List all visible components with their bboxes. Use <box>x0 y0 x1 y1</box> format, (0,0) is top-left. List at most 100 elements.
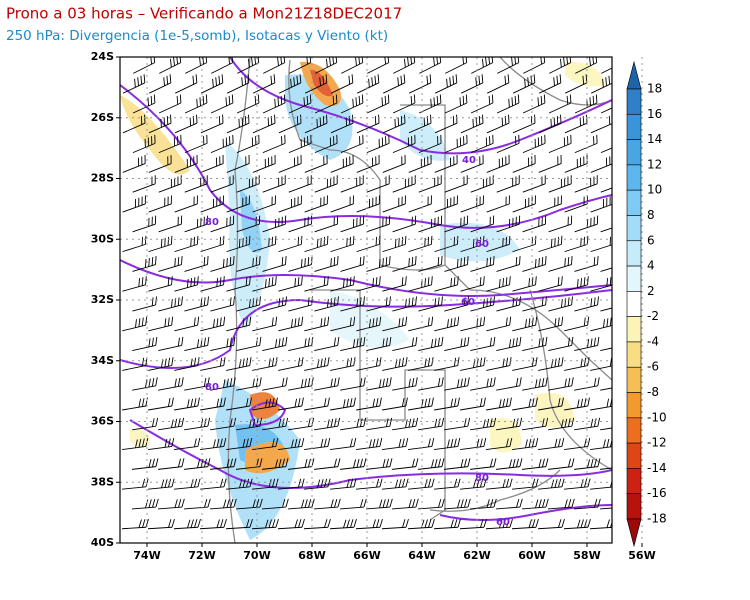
barb-flag <box>437 136 439 145</box>
barb <box>548 417 575 431</box>
barb-flag <box>466 134 468 144</box>
barb-flag <box>489 257 492 266</box>
barb-flag <box>170 195 172 204</box>
barb-shaft <box>434 324 458 332</box>
barb-flag <box>535 276 537 285</box>
barb-flag <box>359 136 361 145</box>
barb-shaft <box>486 82 510 94</box>
barb-flag <box>619 338 624 346</box>
barb-flag <box>441 377 444 386</box>
barb-flag <box>171 357 174 366</box>
barb-shaft <box>278 486 302 490</box>
barb-flag <box>493 377 496 386</box>
barb <box>226 74 250 94</box>
barb-flag <box>593 297 596 306</box>
barb-shaft <box>574 183 598 193</box>
barb-flag <box>542 498 546 508</box>
barb-flag <box>509 397 512 407</box>
barb-flag <box>258 175 260 184</box>
barb-flag <box>382 499 386 508</box>
barb <box>512 155 536 173</box>
barb-flag <box>508 114 510 124</box>
colorbar-box <box>626 240 642 267</box>
barb-flag <box>515 176 517 186</box>
barb-flag <box>180 175 182 184</box>
barb-flag <box>568 458 571 468</box>
barb-flag <box>492 215 495 225</box>
barb-shaft <box>340 385 364 391</box>
barb <box>148 235 173 253</box>
barb <box>408 316 434 332</box>
barb <box>251 518 279 530</box>
barb-flag <box>349 236 351 246</box>
barb-flag <box>615 258 620 267</box>
barb <box>392 417 419 431</box>
barb-flag <box>616 56 622 64</box>
barb-flag <box>437 377 441 387</box>
colorbar-label: 4 <box>647 259 655 273</box>
barb <box>262 458 289 470</box>
barb <box>600 183 612 193</box>
barb-flag <box>430 195 432 204</box>
barb-shaft <box>590 284 612 292</box>
barb-flag <box>596 215 599 225</box>
barb-flag <box>284 215 287 225</box>
barb-flag <box>193 277 196 286</box>
barb-flag <box>245 357 249 367</box>
barb-shaft <box>122 163 146 173</box>
barb-flag <box>518 134 520 144</box>
barb <box>382 437 409 451</box>
barb-flag <box>297 236 299 246</box>
barb-shaft <box>173 526 199 530</box>
barb-flag <box>618 297 623 305</box>
barb-flag <box>499 519 503 529</box>
barb <box>184 336 210 352</box>
barb-flag <box>167 156 169 165</box>
barb-flag <box>486 418 490 428</box>
barb-shaft <box>538 365 562 371</box>
barb-flag <box>449 77 451 86</box>
barb-flag <box>337 458 341 467</box>
barb-shaft <box>564 405 588 411</box>
lat-label: 32S <box>91 293 114 306</box>
barb-flag <box>301 499 305 509</box>
barb-shaft <box>174 122 198 134</box>
barb-flag <box>382 459 386 468</box>
barb-flag <box>359 257 362 266</box>
barb-flag <box>229 257 232 266</box>
barb-flag <box>374 75 377 85</box>
barb-flag <box>372 318 375 327</box>
barb-flag <box>486 258 488 267</box>
barb-flag <box>531 317 534 327</box>
barb-flag <box>247 58 250 68</box>
barb <box>470 458 497 470</box>
barb-shaft <box>366 385 390 391</box>
barb-flag <box>141 236 143 246</box>
barb <box>434 155 458 173</box>
barb-flag <box>456 259 459 268</box>
barb <box>340 417 367 431</box>
barb-shaft <box>236 425 260 431</box>
barb-shaft <box>470 102 494 114</box>
barb-flag <box>207 417 211 427</box>
barb <box>486 478 513 490</box>
barb-flag <box>306 95 309 105</box>
barb-flag <box>346 479 350 488</box>
barb-flag <box>219 196 221 206</box>
barb-flag <box>502 398 505 408</box>
barb-shaft <box>211 62 233 74</box>
title: Prono a 03 horas – Verificando a Mon21Z1… <box>6 5 402 23</box>
barb-flag <box>203 418 207 427</box>
barb-flag <box>178 458 181 468</box>
barb <box>392 498 419 510</box>
barb-flag <box>512 217 514 227</box>
barb-flag <box>493 256 495 265</box>
barb-flag <box>535 499 539 509</box>
barb-shaft <box>184 344 208 352</box>
barb-flag <box>535 437 539 447</box>
barb-shaft <box>434 243 458 253</box>
barb-shaft <box>600 183 612 193</box>
barb-flag <box>298 478 302 488</box>
barb-flag <box>534 235 537 245</box>
barb-shaft <box>392 385 416 391</box>
